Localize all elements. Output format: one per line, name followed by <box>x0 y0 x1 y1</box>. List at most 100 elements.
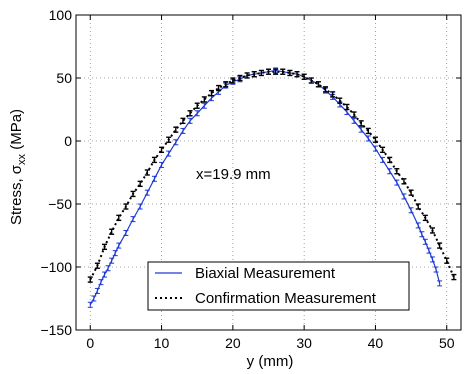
axis-ticks: 0 10 20 30 40 50 −150 −100 −50 0 50 100 <box>40 7 461 351</box>
data-point <box>166 136 172 143</box>
legend: Biaxial Measurement Confirmation Measure… <box>147 261 410 311</box>
data-point <box>380 146 386 154</box>
y-tick-label: 0 <box>64 133 72 149</box>
data-point <box>294 71 300 78</box>
data-point <box>109 228 115 235</box>
data-point <box>419 231 425 238</box>
data-point <box>144 169 150 176</box>
data-point <box>372 145 378 152</box>
data-point <box>394 179 400 186</box>
plot-frame <box>75 14 462 331</box>
data-point <box>194 110 200 117</box>
data-point <box>91 295 97 302</box>
data-point <box>194 102 200 109</box>
data-point <box>273 68 279 75</box>
data-point <box>308 77 314 84</box>
y-tick-label: 100 <box>49 7 73 23</box>
data-point <box>87 276 93 283</box>
annotation-label: x=19.9 mm <box>196 166 271 183</box>
data-point <box>429 256 435 263</box>
data-point <box>180 117 186 125</box>
data-point <box>387 168 393 175</box>
data-point <box>105 265 111 272</box>
y-tick-label: 50 <box>56 70 72 86</box>
data-point <box>415 203 421 210</box>
data-point <box>244 72 250 79</box>
data-point <box>151 156 157 164</box>
x-tick-label: 0 <box>86 335 94 351</box>
data-point <box>223 81 229 88</box>
data-point <box>415 222 421 229</box>
legend-label-confirmation: Confirmation Measurement <box>195 290 377 307</box>
data-point <box>451 273 457 281</box>
data-point <box>102 271 108 278</box>
data-point <box>144 189 150 196</box>
data-point <box>408 189 414 196</box>
data-point <box>130 190 136 198</box>
data-point <box>112 250 118 257</box>
y-axis-label-unit: (MPa) <box>8 109 25 154</box>
data-point <box>444 257 450 264</box>
data-point <box>123 203 129 210</box>
data-point <box>433 266 439 273</box>
data-point <box>426 247 432 254</box>
legend-box <box>147 261 410 311</box>
data-point <box>102 243 108 251</box>
data-point <box>173 139 179 146</box>
data-point <box>372 136 378 143</box>
y-axis-label-main: Stress, σ <box>8 164 25 225</box>
y-axis-label: Stress, σxx (MPa) <box>8 109 28 225</box>
data-point <box>337 97 343 104</box>
data-point <box>173 126 179 133</box>
data-point <box>159 161 165 168</box>
data-point <box>422 214 428 222</box>
data-point <box>201 96 207 103</box>
data-point <box>251 71 257 78</box>
data-point <box>237 74 243 82</box>
data-point <box>387 156 393 164</box>
data-point <box>365 135 371 142</box>
data-series <box>87 67 457 308</box>
data-point <box>187 117 193 124</box>
data-point <box>216 84 222 92</box>
data-point <box>437 280 443 287</box>
data-point <box>358 120 364 127</box>
data-point <box>98 279 104 286</box>
data-point <box>315 81 321 88</box>
x-tick-label: 20 <box>225 335 241 351</box>
data-point <box>408 207 414 214</box>
data-point <box>258 69 264 77</box>
data-point <box>429 227 435 234</box>
data-point <box>380 156 386 163</box>
data-point <box>109 257 115 264</box>
data-point <box>422 238 428 245</box>
data-point <box>437 242 443 249</box>
data-point <box>365 127 371 135</box>
data-point <box>159 146 165 154</box>
x-tick-label: 30 <box>296 335 312 351</box>
data-point <box>351 111 357 118</box>
data-point <box>401 193 407 200</box>
data-point <box>137 180 143 188</box>
x-axis-label: y (mm) <box>247 353 294 370</box>
data-point <box>94 287 100 294</box>
data-point <box>130 216 136 223</box>
data-point <box>94 262 100 269</box>
data-point <box>187 110 193 117</box>
data-point <box>401 178 407 185</box>
data-point <box>358 126 364 133</box>
y-tick-label: −50 <box>48 196 72 212</box>
data-point <box>330 91 336 98</box>
data-point <box>230 77 236 84</box>
data-point <box>280 68 286 75</box>
y-axis-label-subscript: xx <box>16 153 28 165</box>
data-point <box>266 68 271 75</box>
data-point <box>180 127 186 134</box>
data-point <box>323 86 329 93</box>
y-tick-label: −100 <box>40 259 72 275</box>
data-point <box>123 229 129 236</box>
data-point <box>287 69 293 77</box>
x-tick-label: 10 <box>154 335 170 351</box>
data-point <box>116 242 122 249</box>
